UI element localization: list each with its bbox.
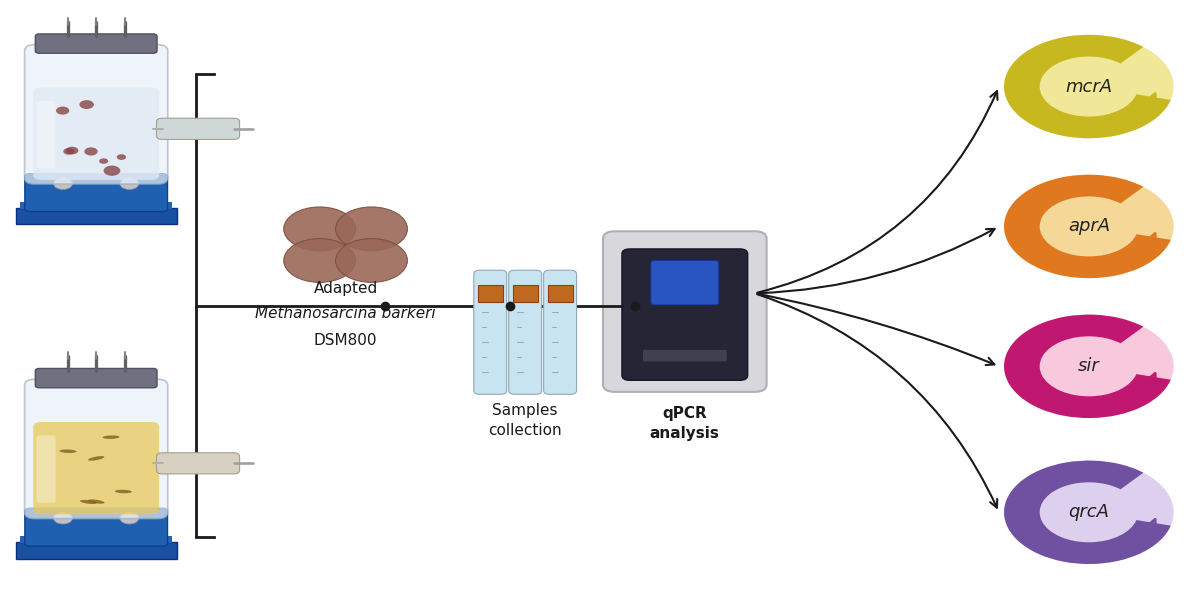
FancyBboxPatch shape [24, 379, 168, 519]
FancyBboxPatch shape [156, 118, 240, 139]
Wedge shape [1004, 461, 1171, 564]
Bar [478, 285, 503, 302]
FancyBboxPatch shape [35, 368, 157, 388]
Circle shape [120, 178, 139, 189]
Circle shape [1004, 35, 1174, 138]
FancyBboxPatch shape [36, 436, 55, 503]
Circle shape [1004, 461, 1174, 564]
Text: aprA: aprA [1068, 218, 1110, 235]
Ellipse shape [102, 436, 120, 439]
Wedge shape [1004, 175, 1171, 278]
FancyBboxPatch shape [509, 270, 541, 394]
FancyBboxPatch shape [650, 260, 719, 305]
Text: Adapted: Adapted [313, 281, 378, 296]
Circle shape [1004, 315, 1174, 418]
FancyBboxPatch shape [34, 87, 160, 180]
Bar [16, 208, 176, 224]
Circle shape [1004, 175, 1174, 278]
FancyBboxPatch shape [622, 249, 748, 380]
FancyBboxPatch shape [474, 270, 506, 394]
Ellipse shape [115, 490, 132, 493]
Circle shape [283, 207, 355, 251]
FancyBboxPatch shape [544, 270, 576, 394]
Text: Methanosarcina barkeri: Methanosarcina barkeri [256, 306, 436, 321]
Bar [16, 543, 176, 558]
Ellipse shape [88, 499, 104, 503]
Circle shape [66, 147, 78, 155]
Circle shape [64, 148, 74, 155]
Bar [512, 285, 538, 302]
Bar [20, 202, 172, 208]
Text: Samples
collection: Samples collection [488, 403, 562, 437]
Bar [547, 285, 572, 302]
Ellipse shape [80, 500, 97, 504]
FancyBboxPatch shape [156, 453, 240, 474]
Wedge shape [1004, 35, 1171, 138]
Text: sir: sir [1078, 357, 1099, 375]
Circle shape [79, 100, 94, 109]
Circle shape [54, 513, 72, 524]
Ellipse shape [88, 456, 104, 461]
FancyBboxPatch shape [34, 422, 160, 514]
FancyBboxPatch shape [25, 508, 168, 546]
Circle shape [116, 154, 126, 160]
Circle shape [283, 239, 355, 282]
Text: DSM800: DSM800 [314, 333, 377, 348]
FancyBboxPatch shape [602, 232, 767, 392]
Circle shape [56, 106, 70, 115]
Circle shape [336, 239, 408, 282]
Text: qrcA: qrcA [1068, 503, 1109, 521]
Wedge shape [1004, 315, 1171, 418]
FancyBboxPatch shape [24, 45, 168, 184]
Circle shape [103, 166, 120, 176]
Circle shape [100, 158, 108, 164]
Text: mcrA: mcrA [1066, 78, 1112, 95]
Text: qPCR
analysis: qPCR analysis [650, 406, 720, 441]
Circle shape [54, 178, 72, 189]
Circle shape [120, 513, 139, 524]
FancyBboxPatch shape [25, 174, 168, 211]
FancyBboxPatch shape [35, 34, 157, 53]
FancyBboxPatch shape [36, 101, 55, 168]
Circle shape [84, 147, 97, 156]
Bar [20, 536, 172, 543]
Circle shape [336, 207, 408, 251]
FancyBboxPatch shape [643, 350, 727, 362]
Ellipse shape [60, 450, 77, 453]
